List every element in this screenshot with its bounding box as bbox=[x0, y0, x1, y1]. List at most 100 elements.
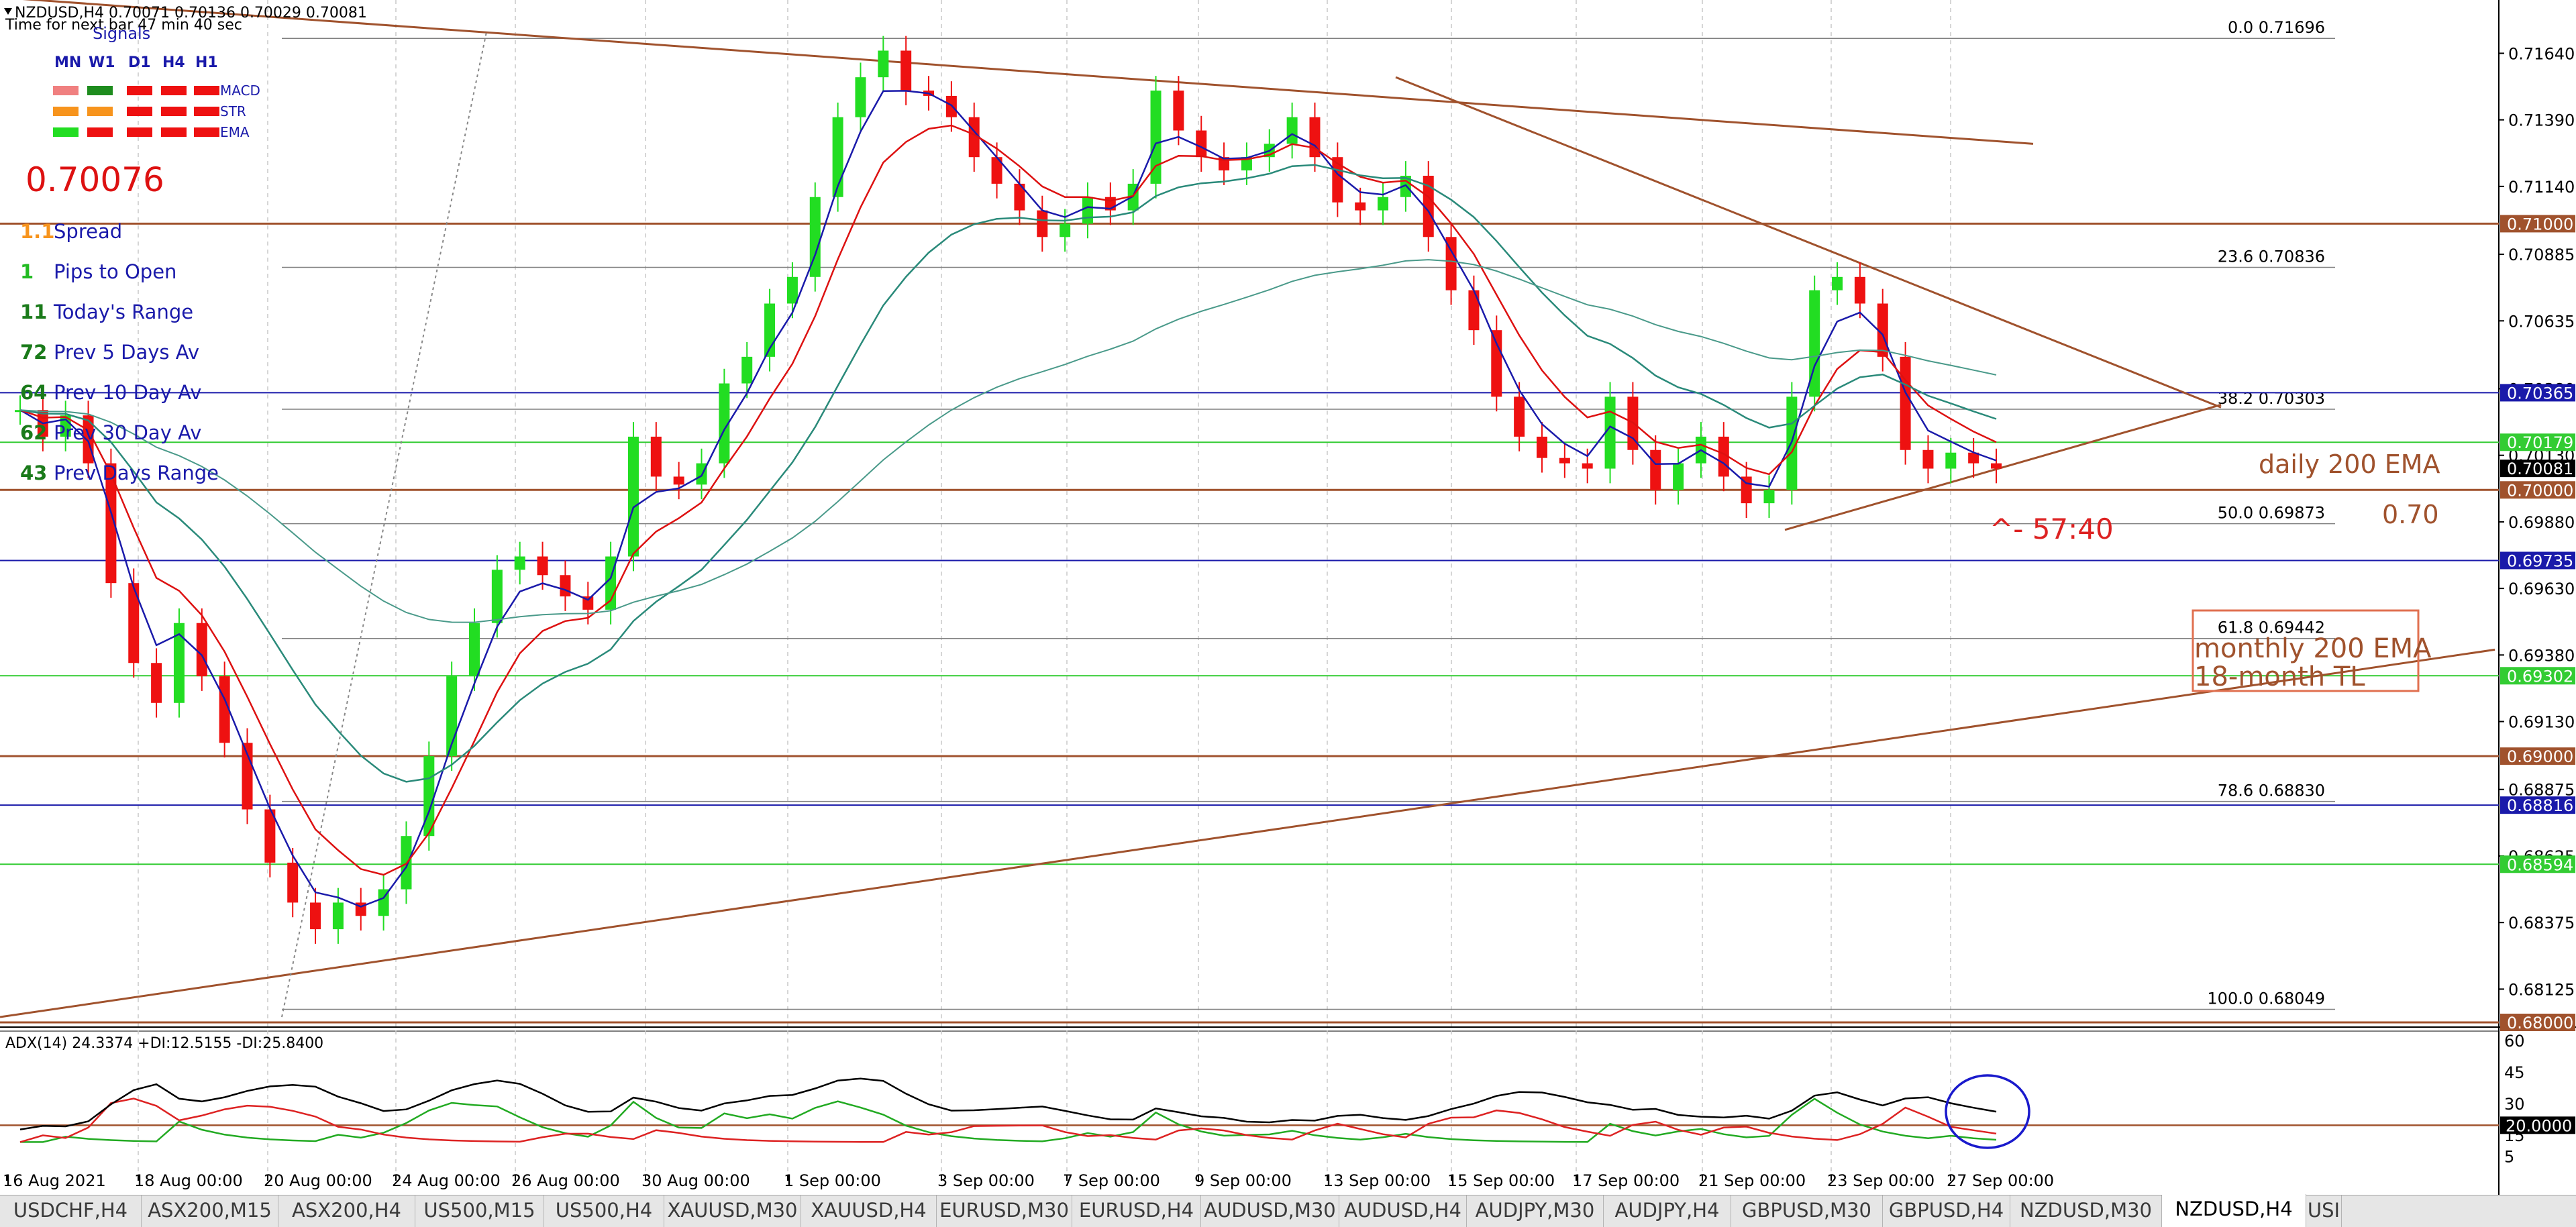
candle-body bbox=[786, 276, 798, 304]
price-tag-label: 0.70365 bbox=[2507, 384, 2573, 403]
candle-body bbox=[1355, 202, 1366, 211]
candlesticks bbox=[15, 36, 2002, 944]
candle-body bbox=[469, 623, 480, 677]
chart-area[interactable]: 0.0 0.71696 23.6 0.70836 38.2 0.70303 50.0 … bbox=[0, 0, 2576, 1195]
price-tag-box bbox=[2500, 796, 2575, 814]
adx-tick-label: 60 bbox=[2504, 1032, 2525, 1051]
price-tag-label: 0.68816 bbox=[2507, 796, 2573, 815]
trendline-upper bbox=[22, 0, 2034, 145]
trendline-18-month bbox=[0, 648, 2495, 1018]
chart-tab[interactable]: AUDJPY,H4 bbox=[1604, 1195, 1731, 1227]
signal-cell bbox=[87, 127, 113, 137]
signal-row-label: EMA bbox=[220, 124, 250, 140]
price-tick-label: 0.71640 bbox=[2508, 44, 2575, 63]
chart-tab[interactable]: GBPUSD,M30 bbox=[1731, 1195, 1883, 1227]
time-tick-label: 3 Sep 00:00 bbox=[937, 1171, 1035, 1190]
stat-value: 64 bbox=[20, 381, 47, 404]
price-tag-box bbox=[2500, 855, 2575, 873]
candle-body bbox=[945, 95, 957, 117]
ema-long-line bbox=[19, 259, 1997, 623]
monthly-ema-annotation: monthly 200 EMA bbox=[2194, 633, 2432, 664]
price-tag-label: 0.70000 bbox=[2507, 481, 2573, 500]
price-tag-label: 0.69302 bbox=[2507, 667, 2573, 686]
candle-body bbox=[1763, 490, 1775, 504]
chart-tab[interactable]: US500,M15 bbox=[415, 1195, 544, 1227]
candle-body bbox=[1468, 290, 1480, 331]
candle-body bbox=[741, 356, 753, 384]
timer-line: Time for next bar 47 min 40 sec bbox=[5, 17, 242, 34]
chart-tab[interactable]: EURUSD,M30 bbox=[937, 1195, 1072, 1227]
chart-tab[interactable]: US500,H4 bbox=[544, 1195, 664, 1227]
signal-cell bbox=[194, 127, 219, 137]
chart-tab[interactable]: USI bbox=[2306, 1195, 2342, 1227]
current-price: 0.70076 bbox=[25, 160, 164, 199]
chart-background bbox=[0, 0, 2576, 1195]
chart-tab[interactable]: AUDUSD,M30 bbox=[1201, 1195, 1339, 1227]
candle-body bbox=[196, 623, 207, 677]
price-tick-label: 0.71390 bbox=[2508, 111, 2575, 130]
price-tick-label: 0.68875 bbox=[2508, 781, 2575, 800]
chart-grid bbox=[0, 0, 2576, 1195]
candle-body bbox=[151, 663, 162, 703]
candle-body bbox=[128, 583, 140, 663]
chart-tab[interactable]: ASX200,M15 bbox=[142, 1195, 278, 1227]
price-tick-label: 0.70885 bbox=[2508, 246, 2575, 264]
fib-level-label: 78.6 0.68830 bbox=[2218, 782, 2325, 800]
chart-tab[interactable]: NZDUSD,M30 bbox=[2010, 1195, 2162, 1227]
time-tick-label: 21 Sep 00:00 bbox=[1698, 1171, 1806, 1190]
signals-panel: NZDUSD,H4 0.70071 0.70136 0.70029 0.7008… bbox=[4, 5, 367, 484]
signal-timeframe-label: H1 bbox=[195, 54, 218, 71]
chart-tab[interactable]: ASX200,H4 bbox=[278, 1195, 415, 1227]
candle-body bbox=[1559, 458, 1570, 464]
chart-tabs: USDCHF,H4 ASX200,M15 ASX200,H4 US500,M15 US5… bbox=[0, 1194, 2576, 1227]
candle-body bbox=[1922, 449, 1934, 469]
time-tick-label: 17 Sep 00:00 bbox=[1572, 1171, 1680, 1190]
candle-body bbox=[491, 570, 503, 623]
price-tick-label: 0.69880 bbox=[2508, 513, 2575, 532]
price-tag-label: 0.71000 bbox=[2507, 215, 2573, 233]
price-tag-label: 0.68594 bbox=[2507, 855, 2573, 874]
candle-body bbox=[1514, 396, 1525, 437]
candle-body bbox=[264, 809, 276, 863]
stat-label: Prev Days Range bbox=[54, 462, 219, 484]
chart-tab[interactable]: EURUSD,H4 bbox=[1072, 1195, 1201, 1227]
annotations: daily 200 EMA 0.70 ^- 57:40 monthly 200 … bbox=[1990, 449, 2440, 692]
trendline-descending bbox=[1395, 76, 2222, 409]
candle-body bbox=[1332, 157, 1343, 203]
chart-tab[interactable]: XAUUSD,H4 bbox=[801, 1195, 937, 1227]
candle-body bbox=[1650, 449, 1661, 490]
adx-tick-label: 45 bbox=[2504, 1063, 2525, 1082]
signal-cell bbox=[194, 107, 219, 116]
chart-tab[interactable]: AUDUSD,H4 bbox=[1339, 1195, 1467, 1227]
chart-tab[interactable]: NZDUSD,H4 bbox=[2162, 1194, 2306, 1227]
candle-body bbox=[1854, 276, 1865, 304]
candle-body bbox=[1968, 452, 1979, 464]
signal-cell bbox=[87, 86, 113, 95]
candle-body bbox=[650, 436, 662, 477]
price-tick-label: 0.69630 bbox=[2508, 580, 2575, 598]
signal-timeframes: MN W1 D1 H4 H1 bbox=[54, 54, 218, 71]
stat-value: 43 bbox=[20, 462, 47, 484]
tl-18m-annotation: 18-month TL bbox=[2194, 661, 2365, 692]
signal-row-label: MACD bbox=[220, 83, 260, 99]
chart-tab[interactable]: USDCHF,H4 bbox=[0, 1195, 142, 1227]
time-tick-label: 15 Sep 00:00 bbox=[1447, 1171, 1555, 1190]
candle-body bbox=[15, 410, 25, 413]
candle-body bbox=[673, 476, 684, 485]
time-tick-label: 18 Aug 00:00 bbox=[134, 1171, 243, 1190]
candle-body bbox=[1173, 90, 1184, 131]
chart-tab[interactable]: XAUUSD,M30 bbox=[664, 1195, 801, 1227]
price-tag-label: 0.70081 bbox=[2507, 460, 2573, 478]
chart-tab[interactable]: GBPUSD,H4 bbox=[1883, 1195, 2010, 1227]
stat-label: Spread bbox=[54, 220, 122, 243]
candle-body bbox=[1900, 356, 1911, 450]
signal-cell bbox=[53, 86, 79, 95]
time-tick-label: 1 Sep 00:00 bbox=[784, 1171, 881, 1190]
time-tick-label: 13 Sep 00:00 bbox=[1323, 1171, 1431, 1190]
chart-tab[interactable]: AUDJPY,M30 bbox=[1467, 1195, 1604, 1227]
collapse-arrow-icon[interactable] bbox=[4, 8, 12, 15]
price-tick-label: 0.70635 bbox=[2508, 312, 2575, 331]
candle-body bbox=[900, 50, 912, 91]
price-axis: 0.71640 0.71390 0.71140 0.70885 0.70635 0.703… bbox=[2499, 44, 2575, 1032]
